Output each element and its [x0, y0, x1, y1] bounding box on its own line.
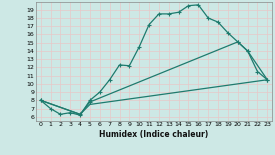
X-axis label: Humidex (Indice chaleur): Humidex (Indice chaleur): [99, 130, 209, 139]
